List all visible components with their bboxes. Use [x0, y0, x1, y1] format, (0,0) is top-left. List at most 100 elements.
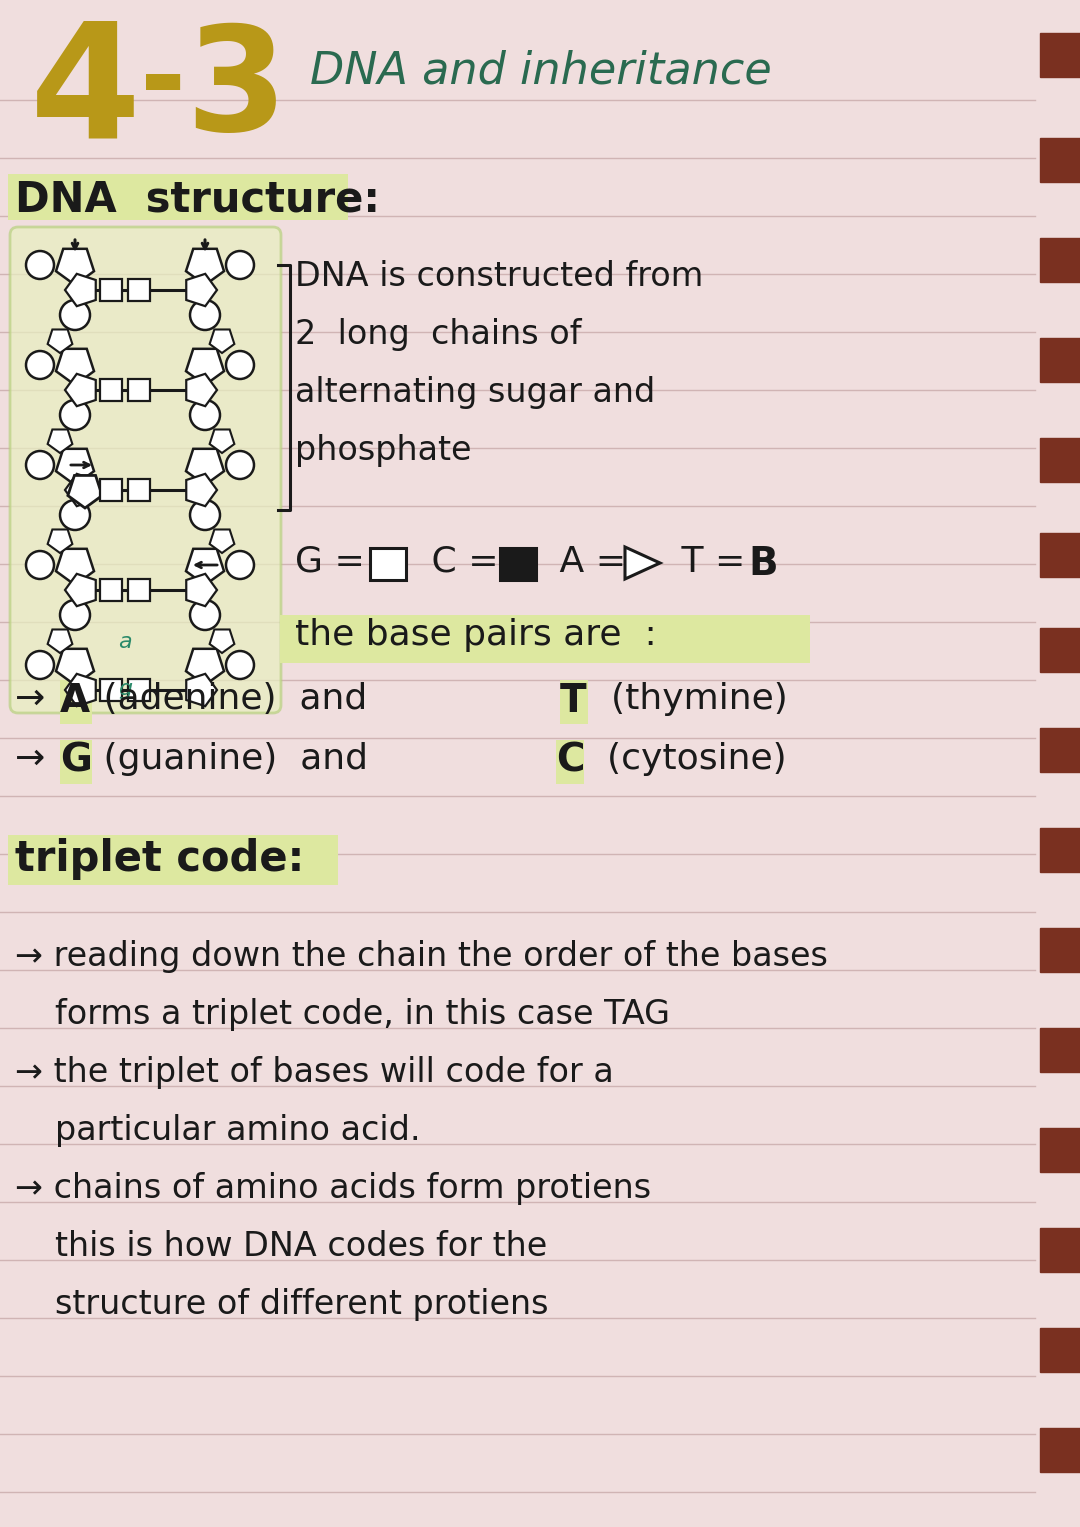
Bar	[129, 579, 150, 602]
Polygon shape	[65, 473, 96, 505]
Polygon shape	[65, 374, 96, 406]
Polygon shape	[186, 449, 224, 486]
FancyBboxPatch shape	[561, 680, 588, 724]
Bar	[500, 548, 536, 580]
FancyBboxPatch shape	[10, 228, 281, 713]
Polygon shape	[56, 249, 94, 286]
Text: a: a	[118, 632, 132, 652]
FancyBboxPatch shape	[60, 680, 92, 724]
Circle shape	[190, 499, 220, 530]
Bar	[1040, 533, 1080, 577]
Text: (adenine)  and: (adenine) and	[92, 683, 379, 716]
Polygon shape	[186, 649, 224, 686]
Circle shape	[226, 651, 254, 680]
Polygon shape	[186, 348, 224, 385]
Polygon shape	[65, 673, 96, 705]
Text: triplet code:: triplet code:	[15, 838, 305, 880]
Polygon shape	[210, 330, 234, 353]
Text: alternating sugar and: alternating sugar and	[295, 376, 656, 409]
Bar	[100, 479, 122, 501]
Bar	[100, 279, 122, 301]
Text: forms a triplet code, in this case TAG: forms a triplet code, in this case TAG	[55, 999, 670, 1031]
Polygon shape	[186, 473, 217, 505]
Bar	[1040, 828, 1080, 872]
Polygon shape	[186, 574, 217, 606]
Bar	[370, 548, 406, 580]
Circle shape	[60, 400, 90, 431]
Polygon shape	[56, 548, 94, 585]
Text: (cytosine): (cytosine)	[584, 742, 786, 776]
Polygon shape	[210, 629, 234, 654]
Polygon shape	[56, 649, 94, 686]
Bar	[1040, 238, 1080, 282]
Text: T: T	[561, 683, 586, 721]
Text: particular amino acid.: particular amino acid.	[55, 1115, 420, 1147]
Bar	[1040, 137, 1080, 182]
Bar	[1040, 438, 1080, 483]
Circle shape	[26, 651, 54, 680]
Bar	[1040, 1228, 1080, 1272]
Bar	[1040, 1428, 1080, 1472]
Circle shape	[60, 299, 90, 330]
Polygon shape	[625, 547, 660, 579]
Text: G =: G =	[295, 545, 376, 579]
Text: (guanine)  and: (guanine) and	[92, 742, 379, 776]
Polygon shape	[186, 548, 224, 585]
FancyBboxPatch shape	[556, 741, 584, 783]
Bar	[1040, 1028, 1080, 1072]
Text: T =: T =	[670, 545, 757, 579]
Text: C: C	[556, 742, 584, 780]
Circle shape	[226, 250, 254, 279]
Text: phosphate: phosphate	[295, 434, 472, 467]
Text: DNA and inheritance: DNA and inheritance	[310, 50, 772, 93]
Polygon shape	[48, 429, 72, 454]
Bar	[1040, 337, 1080, 382]
FancyBboxPatch shape	[8, 835, 338, 886]
Circle shape	[26, 450, 54, 479]
Text: 4: 4	[30, 15, 141, 169]
Polygon shape	[186, 273, 217, 307]
Text: →: →	[15, 683, 45, 716]
Bar	[100, 379, 122, 402]
Polygon shape	[210, 530, 234, 553]
Polygon shape	[56, 348, 94, 385]
Bar	[1040, 1128, 1080, 1173]
Text: 2  long  chains of: 2 long chains of	[295, 318, 581, 351]
Polygon shape	[56, 449, 94, 486]
Bar	[129, 680, 150, 701]
Polygon shape	[210, 429, 234, 454]
Circle shape	[226, 351, 254, 379]
Text: G: G	[60, 742, 92, 780]
Bar	[100, 680, 122, 701]
Text: structure of different protiens: structure of different protiens	[55, 1287, 549, 1321]
Bar	[1040, 628, 1080, 672]
Polygon shape	[48, 330, 72, 353]
Circle shape	[60, 499, 90, 530]
Circle shape	[190, 600, 220, 631]
Text: the base pairs are  :: the base pairs are :	[295, 618, 657, 652]
Text: g: g	[118, 680, 132, 699]
Polygon shape	[186, 249, 224, 286]
Polygon shape	[186, 374, 217, 406]
Text: -: -	[140, 31, 186, 137]
Text: → chains of amino acids form protiens: → chains of amino acids form protiens	[15, 1173, 651, 1205]
Circle shape	[26, 250, 54, 279]
Circle shape	[190, 299, 220, 330]
Text: →: →	[15, 742, 45, 776]
Circle shape	[226, 450, 254, 479]
Circle shape	[26, 351, 54, 379]
Polygon shape	[186, 673, 217, 705]
Bar	[129, 479, 150, 501]
Polygon shape	[65, 273, 96, 307]
Text: C =: C =	[420, 545, 510, 579]
FancyBboxPatch shape	[60, 741, 92, 783]
Bar	[100, 579, 122, 602]
Bar	[129, 379, 150, 402]
Bar	[129, 279, 150, 301]
Polygon shape	[68, 475, 103, 508]
Bar	[1040, 34, 1080, 76]
Bar	[1040, 928, 1080, 973]
Circle shape	[226, 551, 254, 579]
Text: A =: A =	[548, 545, 637, 579]
Bar	[1040, 728, 1080, 773]
